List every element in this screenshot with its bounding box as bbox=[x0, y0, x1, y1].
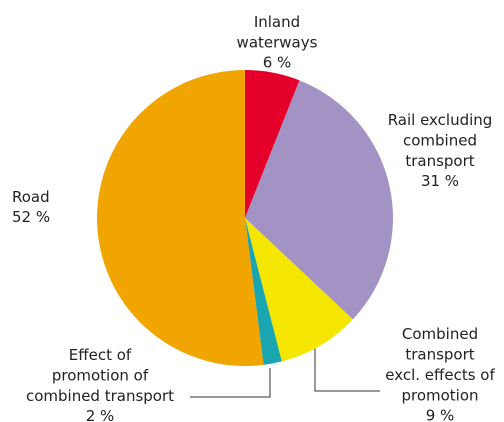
value-label: 9 % bbox=[426, 407, 455, 422]
pie-slice bbox=[97, 70, 264, 366]
slice-label: Road bbox=[12, 188, 50, 206]
pie-slice bbox=[245, 70, 300, 218]
slice-label: Inland waterways bbox=[237, 13, 318, 52]
pie-slice bbox=[245, 218, 282, 365]
value-label: 52 % bbox=[12, 208, 50, 226]
leader-line bbox=[190, 368, 271, 398]
value-label: 2 % bbox=[86, 407, 115, 422]
pie-slice bbox=[245, 218, 353, 362]
value-label: 6 % bbox=[263, 54, 292, 72]
slice-label: Effect of promotion of combined transport bbox=[26, 346, 174, 405]
value-label: 31 % bbox=[421, 172, 459, 190]
slice-label: Rail excluding combined transport bbox=[388, 111, 493, 170]
slice-label: Combined transport excl. effects of promoti… bbox=[385, 325, 495, 405]
pie-slice bbox=[245, 80, 394, 320]
